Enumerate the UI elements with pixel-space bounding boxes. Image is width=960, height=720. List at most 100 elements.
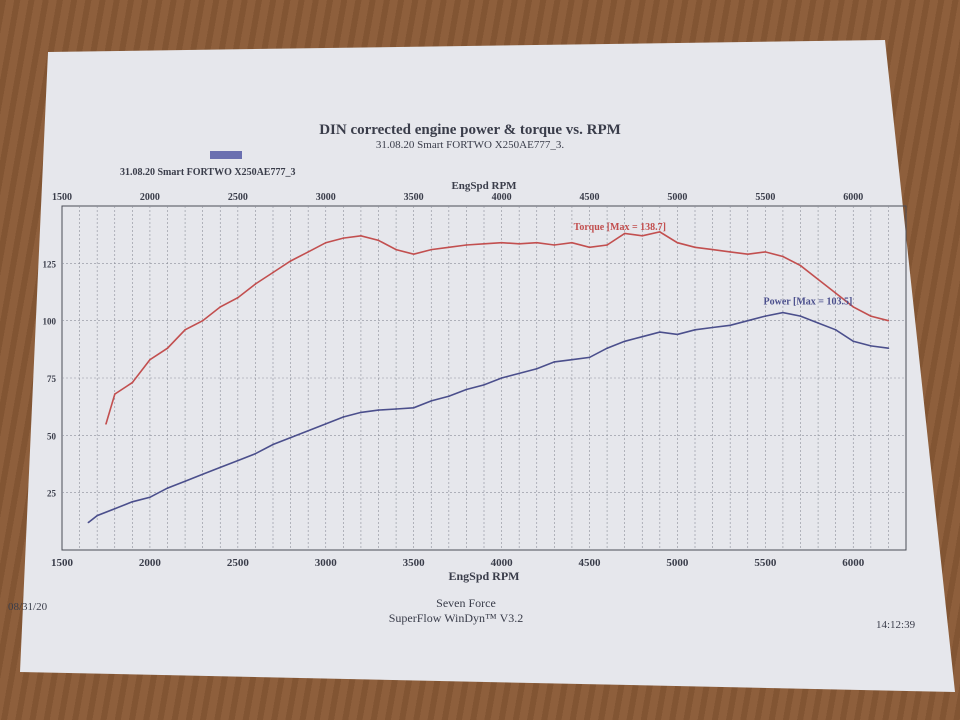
torque-data-point (729, 251, 731, 253)
torque-data-point (870, 315, 872, 317)
power-data-point (870, 345, 872, 347)
top-x-tick-label: 5000 (667, 192, 687, 203)
power-data-point (87, 521, 90, 524)
torque-data-point (184, 329, 186, 331)
power-data-point (641, 335, 644, 338)
torque-data-point (105, 423, 107, 425)
power-data-point (623, 340, 626, 343)
torque-data-point (113, 393, 116, 395)
power-data-point (694, 329, 696, 331)
power-data-point (149, 496, 151, 499)
torque-data-point (623, 232, 626, 235)
power-data-point (799, 315, 802, 317)
torque-data-point (852, 306, 855, 308)
torque-data-point (307, 251, 309, 253)
torque-data-point (518, 243, 520, 245)
legend-swatch (210, 151, 242, 159)
top-x-tick-label: 3000 (316, 192, 336, 203)
bottom-x-tick-label: 5500 (754, 557, 777, 569)
bottom-x-tick-label: 4500 (579, 557, 602, 569)
plot-area: 1500 2000 2500 3000 3500 4000 4500 5000 5500 6000… (43, 180, 907, 583)
y-tick-label: 50 (47, 431, 57, 441)
power-data-point (113, 507, 116, 510)
power-data-point (483, 384, 485, 386)
power-data-point (711, 326, 714, 329)
torque-data-point (500, 241, 503, 244)
top-x-tick-label: 3500 (404, 192, 424, 203)
power-data-point (571, 358, 573, 361)
torque-data-point (272, 271, 274, 274)
torque-data-point (694, 246, 696, 249)
legend-run-label: 31.08.20 Smart FORTWO X250AE777_3 (120, 167, 295, 178)
footer-time: 14:12:39 (876, 619, 916, 631)
bottom-x-tick-label: 4000 (491, 557, 514, 569)
torque-data-point (448, 246, 450, 249)
torque-data-point (799, 264, 802, 267)
top-x-tick-label: 2000 (140, 192, 160, 203)
top-x-tick-label: 6000 (843, 192, 863, 203)
torque-data-point (817, 278, 819, 281)
y-tick-label: 25 (47, 489, 57, 499)
power-data-point (324, 423, 327, 425)
power-data-point (342, 416, 345, 418)
top-x-tick-label: 4000 (492, 192, 512, 203)
power-data-point (852, 340, 855, 343)
torque-data-point (377, 239, 380, 242)
power-data-point (307, 429, 309, 432)
power-data-point (817, 322, 819, 324)
power-data-point (553, 361, 556, 363)
torque-data-point (676, 241, 679, 244)
power-data-point (219, 466, 222, 469)
power-data-point (659, 331, 661, 333)
power-data-point (272, 443, 274, 446)
power-data-point (448, 395, 450, 398)
torque-data-point (430, 248, 433, 251)
torque-data-point (395, 248, 397, 251)
power-data-point (131, 501, 134, 503)
torque-data-point (887, 319, 890, 322)
torque-data-point (342, 237, 345, 239)
top-x-tick-label: 1500 (52, 192, 72, 203)
torque-data-point (289, 260, 292, 262)
power-data-point (430, 400, 433, 402)
power-data-point (237, 459, 239, 462)
power-data-point (166, 487, 169, 489)
bottom-x-tick-label: 1500 (51, 557, 74, 569)
y-tick-label: 100 (43, 317, 57, 327)
torque-data-point (219, 306, 222, 308)
footer-company: Seven Force (436, 596, 496, 610)
top-x-tick-label: 5500 (755, 192, 775, 203)
power-data-point (746, 319, 749, 322)
bottom-x-tick-label: 3000 (315, 557, 338, 569)
torque-data-point (412, 253, 415, 255)
torque-data-point (149, 358, 151, 361)
torque-data-point (588, 246, 591, 249)
torque-annotation: Torque [Max = 138.7] (574, 222, 666, 233)
torque-data-point (237, 296, 239, 299)
bottom-x-tick-label: 5000 (666, 557, 689, 569)
chart-title: DIN corrected engine power & torque vs. … (319, 122, 621, 138)
top-x-tick-label: 2500 (228, 192, 248, 203)
footer-software: SuperFlow WinDyn™ V3.2 (389, 611, 524, 625)
power-data-point (254, 452, 257, 455)
power-data-point (676, 333, 679, 336)
power-data-point (377, 409, 380, 411)
power-data-point (588, 356, 591, 359)
power-data-point (412, 407, 415, 409)
torque-data-point (553, 244, 556, 246)
power-data-point (289, 436, 292, 439)
power-data-point (500, 377, 503, 379)
power-data-point (782, 311, 784, 314)
top-x-tick-label: 4500 (580, 192, 600, 203)
power-annotation: Power [Max = 103.5] (764, 297, 853, 308)
power-data-point (360, 411, 362, 414)
torque-data-point (746, 253, 749, 255)
y-tick-label: 75 (47, 374, 57, 384)
power-data-point (201, 473, 204, 476)
power-data-point (764, 315, 767, 317)
torque-data-point (201, 319, 204, 322)
bottom-x-tick-label: 3500 (403, 557, 426, 569)
power-data-point (518, 372, 520, 375)
footer-date: 08/31/20 (8, 601, 48, 613)
